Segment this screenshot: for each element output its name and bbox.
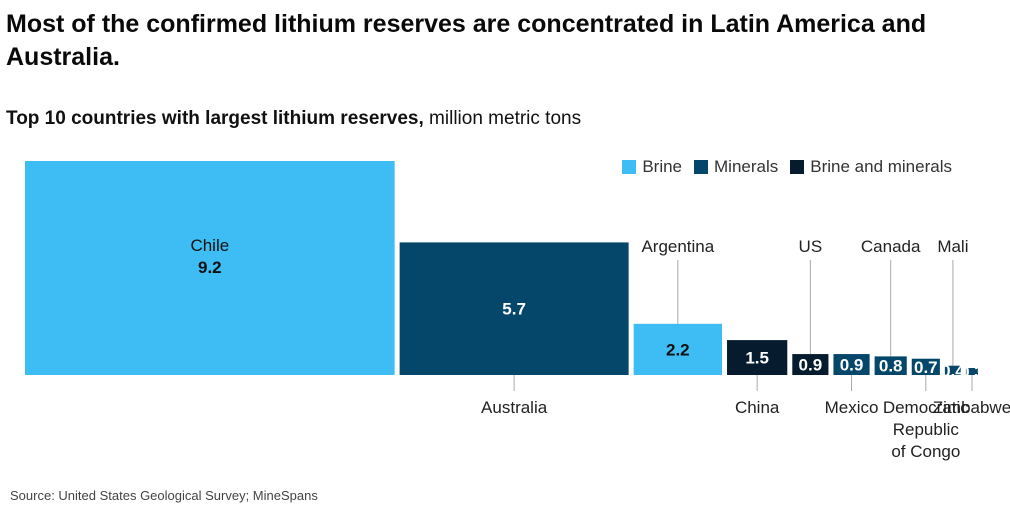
bar-canada [874,356,907,375]
legend-label-minerals: Minerals [714,157,779,176]
legend-swatch-minerals [694,160,708,174]
value-label-china: 1.5 [745,349,769,368]
bar-chile [25,161,395,375]
subtitle-bold: Top 10 countries with largest lithium re… [6,108,424,129]
chart-legend: Brine Minerals Brine and minerals [610,157,952,177]
category-label-zimbabwe: Zimbabwe [933,398,1010,417]
bar-democratic-republic-of-congo [911,358,940,375]
subtitle-unit: million metric tons [423,108,582,129]
value-label-mexico: 0.9 [840,356,864,375]
category-label-democratic-republic-of-congo: Democratic Republic of Congo [883,398,969,461]
category-label-chile: Chile [190,236,229,255]
legend-item-brine: Brine [622,157,682,177]
marimekko-chart: Chile 9.2 5.7 Australia 2.2 Argentina 1.5 China… [25,161,1010,461]
bar-mali [944,365,961,375]
legend-item-minerals: Minerals [694,157,778,177]
value-label-mali: 0.4 [941,361,965,380]
value-label-us: 0.9 [799,356,823,375]
legend-swatch-brine [622,160,637,174]
bar-australia [399,242,629,375]
category-label-mexico: Mexico [825,398,879,417]
value-label-democratic-republic-of-congo: 0.7 [914,358,938,377]
value-label-canada: 0.8 [879,357,903,376]
value-label-australia: 5.7 [502,300,526,319]
chart-subtitle: Top 10 countries with largest lithium re… [6,108,581,130]
chart-source: Source: United States Geological Survey;… [10,488,318,503]
category-label-us: US [799,237,823,256]
bar-mexico [833,354,870,375]
bar-zimbabwe [965,368,978,375]
category-label-australia: Australia [481,398,548,417]
category-label-mali: Mali [937,237,968,256]
legend-swatch-brine-and-minerals [790,160,805,174]
value-label-chile: 9.2 [198,258,222,277]
value-label-argentina: 2.2 [666,340,690,359]
bar-china [727,340,788,375]
legend-label-brine: Brine [642,157,682,176]
value-label-zimbabwe: 0.3 [960,363,984,382]
legend-label-brine-and-minerals: Brine and minerals [810,157,952,176]
category-label-canada: Canada [861,237,921,256]
category-label-argentina: Argentina [641,237,714,256]
bar-us [792,354,829,375]
bar-argentina [633,323,723,375]
chart-headline: Most of the confirmed lithium reserves a… [6,10,927,71]
legend-item-brine-and-minerals: Brine and minerals [790,157,952,177]
category-label-china: China [735,398,780,417]
